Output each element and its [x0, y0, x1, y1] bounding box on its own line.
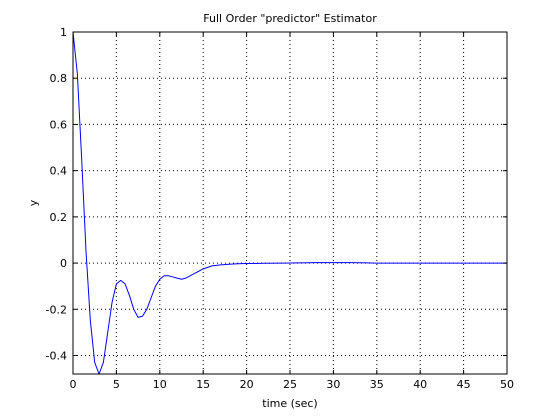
x-tick-label: 5	[113, 378, 120, 391]
y-tick-label: 1	[60, 26, 67, 39]
x-tick-label: 35	[370, 378, 384, 391]
tick-layer	[72, 31, 508, 374]
y-tick-label: -0.2	[46, 303, 67, 316]
series-layer	[72, 31, 507, 375]
y-tick-label: -0.4	[46, 350, 67, 363]
y-tick-label: 0	[60, 257, 67, 270]
chart-title: Full Order "predictor" Estimator	[203, 12, 377, 25]
series-line	[72, 31, 507, 375]
x-tick-label: 45	[457, 378, 471, 391]
y-tick-label: 0.2	[50, 211, 68, 224]
x-tick-label: 20	[240, 378, 254, 391]
y-tick-label: 0.4	[50, 165, 68, 178]
x-tick-label: 30	[326, 378, 340, 391]
x-tick-label: 40	[413, 378, 427, 391]
x-tick-label: 15	[196, 378, 210, 391]
y-axis-label: y	[27, 199, 40, 206]
grid-layer	[73, 32, 507, 374]
x-tick-label: 0	[70, 378, 77, 391]
label-layer: 0 5 10 15 20 25 30 35 40 45 50 1 0.8 0.6 0.4 0.2 0 -0.2 -0…	[46, 26, 514, 391]
plot-frame	[72, 31, 508, 375]
x-tick-label: 50	[500, 378, 514, 391]
x-axis-label: time (sec)	[262, 397, 317, 410]
y-tick-label: 0.6	[50, 118, 68, 131]
x-tick-label: 10	[153, 378, 167, 391]
y-tick-label: 0.8	[50, 72, 68, 85]
x-tick-label: 25	[283, 378, 297, 391]
